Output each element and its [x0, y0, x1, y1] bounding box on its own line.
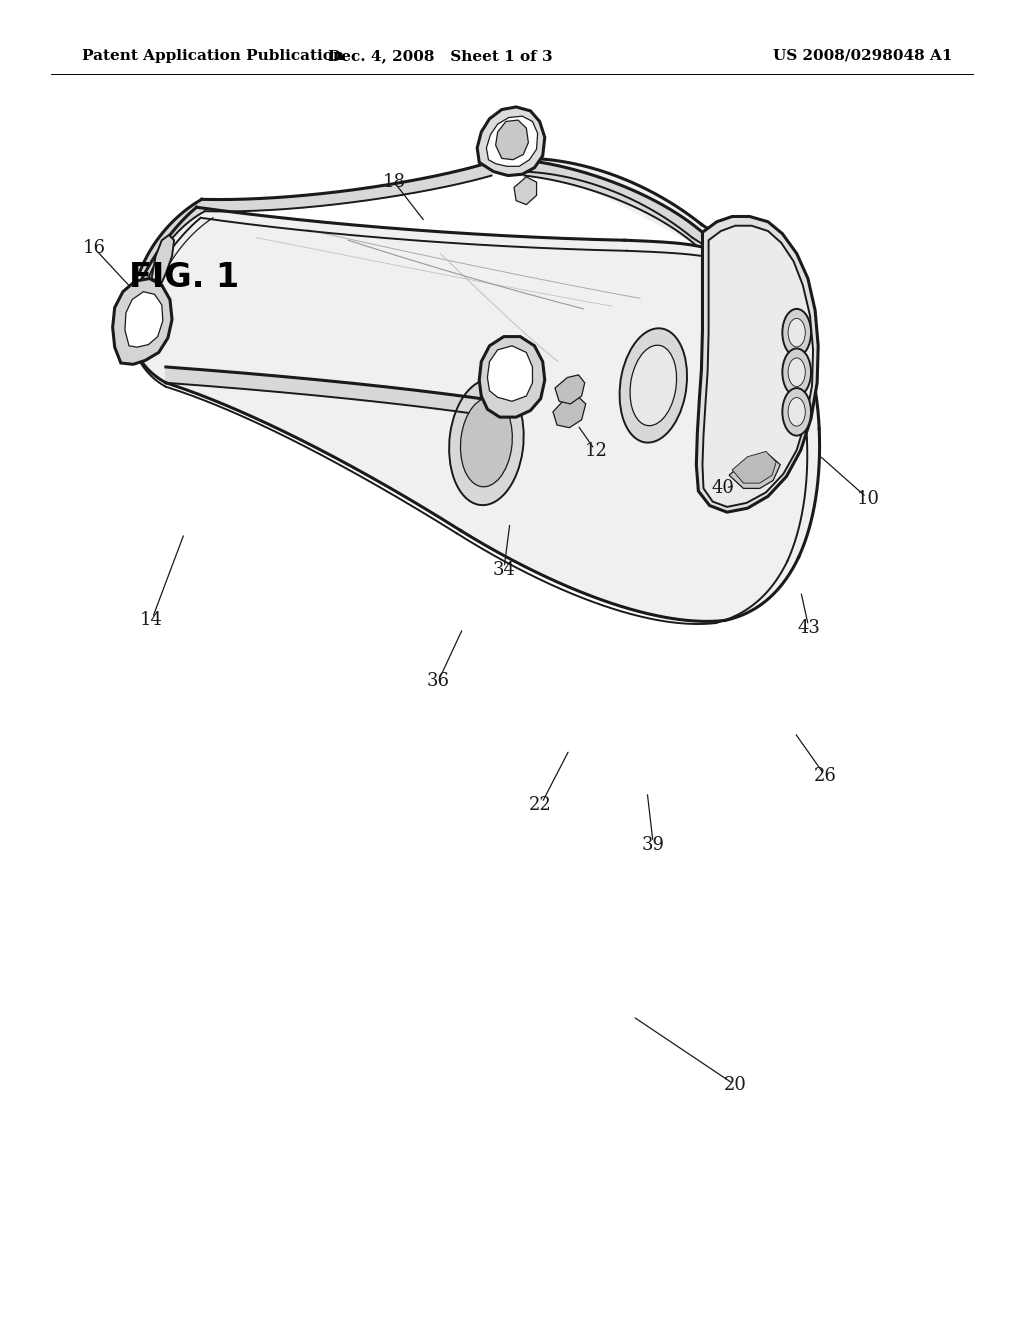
Ellipse shape	[788, 358, 805, 387]
Polygon shape	[555, 375, 585, 404]
Polygon shape	[496, 120, 528, 160]
Polygon shape	[152, 235, 174, 282]
Polygon shape	[479, 337, 545, 417]
Text: 39: 39	[642, 836, 665, 854]
Text: 10: 10	[857, 490, 880, 508]
Polygon shape	[696, 216, 818, 512]
Text: 43: 43	[798, 619, 820, 638]
Polygon shape	[729, 454, 780, 488]
Polygon shape	[125, 292, 163, 347]
Ellipse shape	[788, 318, 805, 347]
Polygon shape	[139, 199, 205, 284]
Text: 12: 12	[585, 442, 607, 461]
Text: Patent Application Publication: Patent Application Publication	[82, 49, 344, 63]
Polygon shape	[129, 158, 819, 622]
Ellipse shape	[782, 309, 811, 356]
Polygon shape	[524, 161, 702, 246]
Ellipse shape	[620, 329, 687, 442]
Text: 26: 26	[814, 767, 837, 785]
Ellipse shape	[788, 397, 805, 426]
Text: 22: 22	[529, 796, 552, 814]
Ellipse shape	[782, 348, 811, 396]
Text: US 2008/0298048 A1: US 2008/0298048 A1	[773, 49, 952, 63]
Polygon shape	[514, 177, 537, 205]
Text: 18: 18	[383, 173, 406, 191]
Polygon shape	[166, 367, 500, 417]
Text: 36: 36	[427, 672, 450, 690]
Text: FIG. 1: FIG. 1	[129, 261, 240, 294]
Polygon shape	[553, 396, 586, 428]
Text: Dec. 4, 2008   Sheet 1 of 3: Dec. 4, 2008 Sheet 1 of 3	[328, 49, 553, 63]
Polygon shape	[202, 162, 492, 211]
Polygon shape	[487, 346, 532, 401]
Ellipse shape	[630, 346, 677, 425]
Polygon shape	[702, 226, 813, 507]
Polygon shape	[477, 107, 545, 176]
Ellipse shape	[450, 379, 523, 506]
Text: 20: 20	[724, 1076, 746, 1094]
Polygon shape	[732, 451, 776, 483]
Text: 34: 34	[493, 561, 515, 579]
Ellipse shape	[461, 397, 512, 487]
Text: 16: 16	[83, 239, 105, 257]
Text: 14: 14	[140, 611, 163, 630]
Polygon shape	[486, 116, 538, 166]
Text: 40: 40	[712, 479, 734, 498]
Ellipse shape	[782, 388, 811, 436]
Polygon shape	[113, 279, 172, 364]
